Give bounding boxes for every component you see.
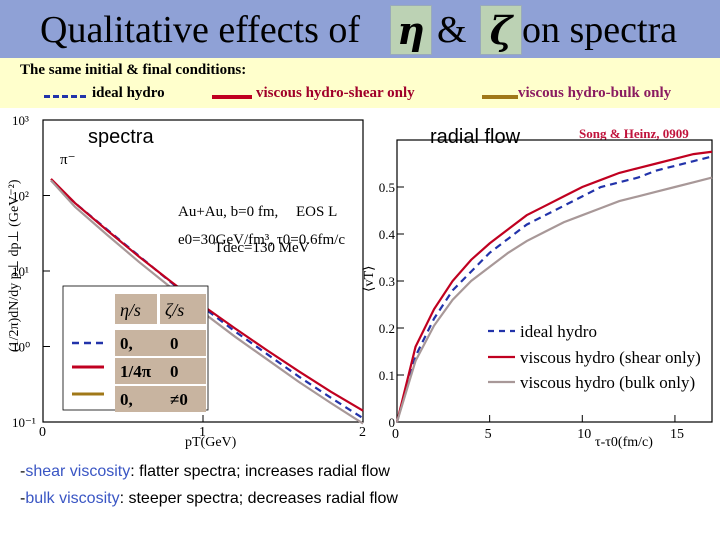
inset-header-zeta-bg [160, 294, 206, 324]
flow-legend-bulk: viscous hydro (bulk only) [520, 373, 695, 392]
citation: Song & Heinz, 0909 [579, 126, 689, 141]
flow-series-0 [395, 155, 713, 423]
caption-shear-dash: - [20, 463, 26, 480]
inset-header-eta: η/s [120, 300, 141, 320]
inset-row-bg [115, 386, 206, 412]
caption-bulk-term: bulk viscosity [25, 490, 120, 507]
title-bar [0, 0, 720, 58]
spectra-xlabel: pT(GeV) [185, 435, 237, 450]
spectra-ytick-label: 10² [12, 189, 29, 204]
flow-ytick-label: 0.4 [379, 227, 396, 242]
caption-bulk-dash: - [20, 490, 26, 507]
zeta-symbol: ζ [480, 5, 522, 55]
conditions-bar [0, 58, 720, 108]
inset-r2-eta: 1/4π [120, 362, 152, 381]
flow-ytick-label: 0.2 [379, 321, 395, 336]
flow-legend-ideal: ideal hydro [520, 322, 597, 341]
caption-bulk-text: : steeper spectra; decreases radial flow [119, 490, 398, 507]
spectra-annot-2: EOS L [296, 204, 337, 220]
conditions-subtitle: The same initial & final conditions: [20, 62, 247, 78]
flow-series-2 [395, 176, 713, 423]
legend-sample-ideal [44, 95, 86, 98]
flow-panel-label: radial flow [430, 126, 521, 148]
slide-title-suffix: on spectra [522, 9, 678, 51]
spectra-annot-1: Au+Au, b=0 fm, [178, 204, 278, 220]
inset-r2-zeta: 0 [170, 362, 179, 381]
flow-xlabel: τ-τ0(fm/c) [595, 435, 653, 450]
spectra-ytick-label: 10⁰ [12, 340, 30, 355]
spectra-panel-label: spectra [88, 126, 154, 148]
legend-sample-shear [212, 95, 252, 99]
flow-ylabel: ⟨vT⟩ [362, 266, 377, 292]
flow-xtick-label: 10 [577, 427, 591, 442]
flow-legend-shear: viscous hydro (shear only) [520, 348, 701, 367]
caption-shear-text: : flatter spectra; increases radial flow [130, 463, 390, 480]
inset-row-bg [115, 330, 206, 356]
inset-header-eta-bg [115, 294, 157, 324]
spectra-ytick-label: 10³ [12, 113, 29, 128]
inset-r1-zeta: 0 [170, 334, 179, 353]
flow-xtick-label: 0 [392, 427, 399, 442]
legend-label-ideal: ideal hydro [92, 85, 165, 101]
spectra-annot-3: e0=30GeV/fm³, τ0=0.6fm/c [178, 232, 345, 248]
flow-xtick-label: 15 [670, 427, 684, 442]
flow-lines [395, 150, 713, 423]
flow-series-1 [395, 150, 713, 423]
spectra-ytick-label: 10⁻¹ [12, 415, 36, 430]
spectra-xtick-label: 2 [359, 425, 366, 440]
flow-xtick-label: 5 [485, 427, 492, 442]
spectra-chart: 0 1 2 10⁻¹ 10⁰ 10¹ 10² 10³ π⁻ Au+Au, b=0 fm, EO… [7, 113, 366, 450]
flow-legend-box [481, 318, 705, 398]
inset-r1-eta: 0, [120, 334, 133, 353]
radial-flow-chart: 0 5 10 15 0 0.1 0.2 0.3 0.4 0.5 ⟨vT⟩ τ-τ0(fm/c) i… [362, 139, 713, 450]
eta-symbol: η [390, 5, 432, 55]
spectra-xtick-label: 1 [199, 425, 206, 440]
spectra-ytick-label: 10¹ [12, 264, 29, 279]
title-ampersand: & [437, 9, 467, 51]
inset-r3-eta: 0, [120, 390, 133, 409]
spectra-particle-label: π⁻ [60, 152, 76, 168]
caption-shear-term: shear viscosity [25, 463, 131, 480]
flow-ticks: 0 5 10 15 0 0.1 0.2 0.3 0.4 0.5 [379, 180, 684, 442]
spectra-ticks: 0 1 2 10⁻¹ 10⁰ 10¹ 10² 10³ [12, 113, 366, 440]
slide-title-prefix: Qualitative effects of [40, 9, 361, 51]
caption-shear: -shear viscosity: flatter spectra; incre… [20, 463, 390, 481]
flow-ytick-label: 0 [389, 415, 396, 430]
legend-label-bulk: viscous hydro-bulk only [518, 85, 672, 101]
spectra-ylabel: (1/2π)dN/dy p⊥ dp⊥ (GeV⁻²) [7, 179, 22, 352]
legend-sample-bulk [482, 95, 518, 99]
inset-row-bg [115, 358, 206, 384]
flow-ytick-label: 0.3 [379, 274, 395, 289]
spectra-xtick-label: 0 [39, 425, 46, 440]
caption-bulk: -bulk viscosity: steeper spectra; decrea… [20, 490, 398, 508]
legend-label-shear: viscous hydro-shear only [256, 85, 415, 101]
inset-header-zeta: ζ/s [165, 300, 184, 320]
spectra-annot-4: Tdec=130 MeV [214, 240, 310, 256]
flow-ytick-label: 0.5 [379, 180, 395, 195]
flow-ytick-label: 0.1 [379, 368, 395, 383]
inset-r3-zeta: ≠0 [170, 390, 188, 409]
